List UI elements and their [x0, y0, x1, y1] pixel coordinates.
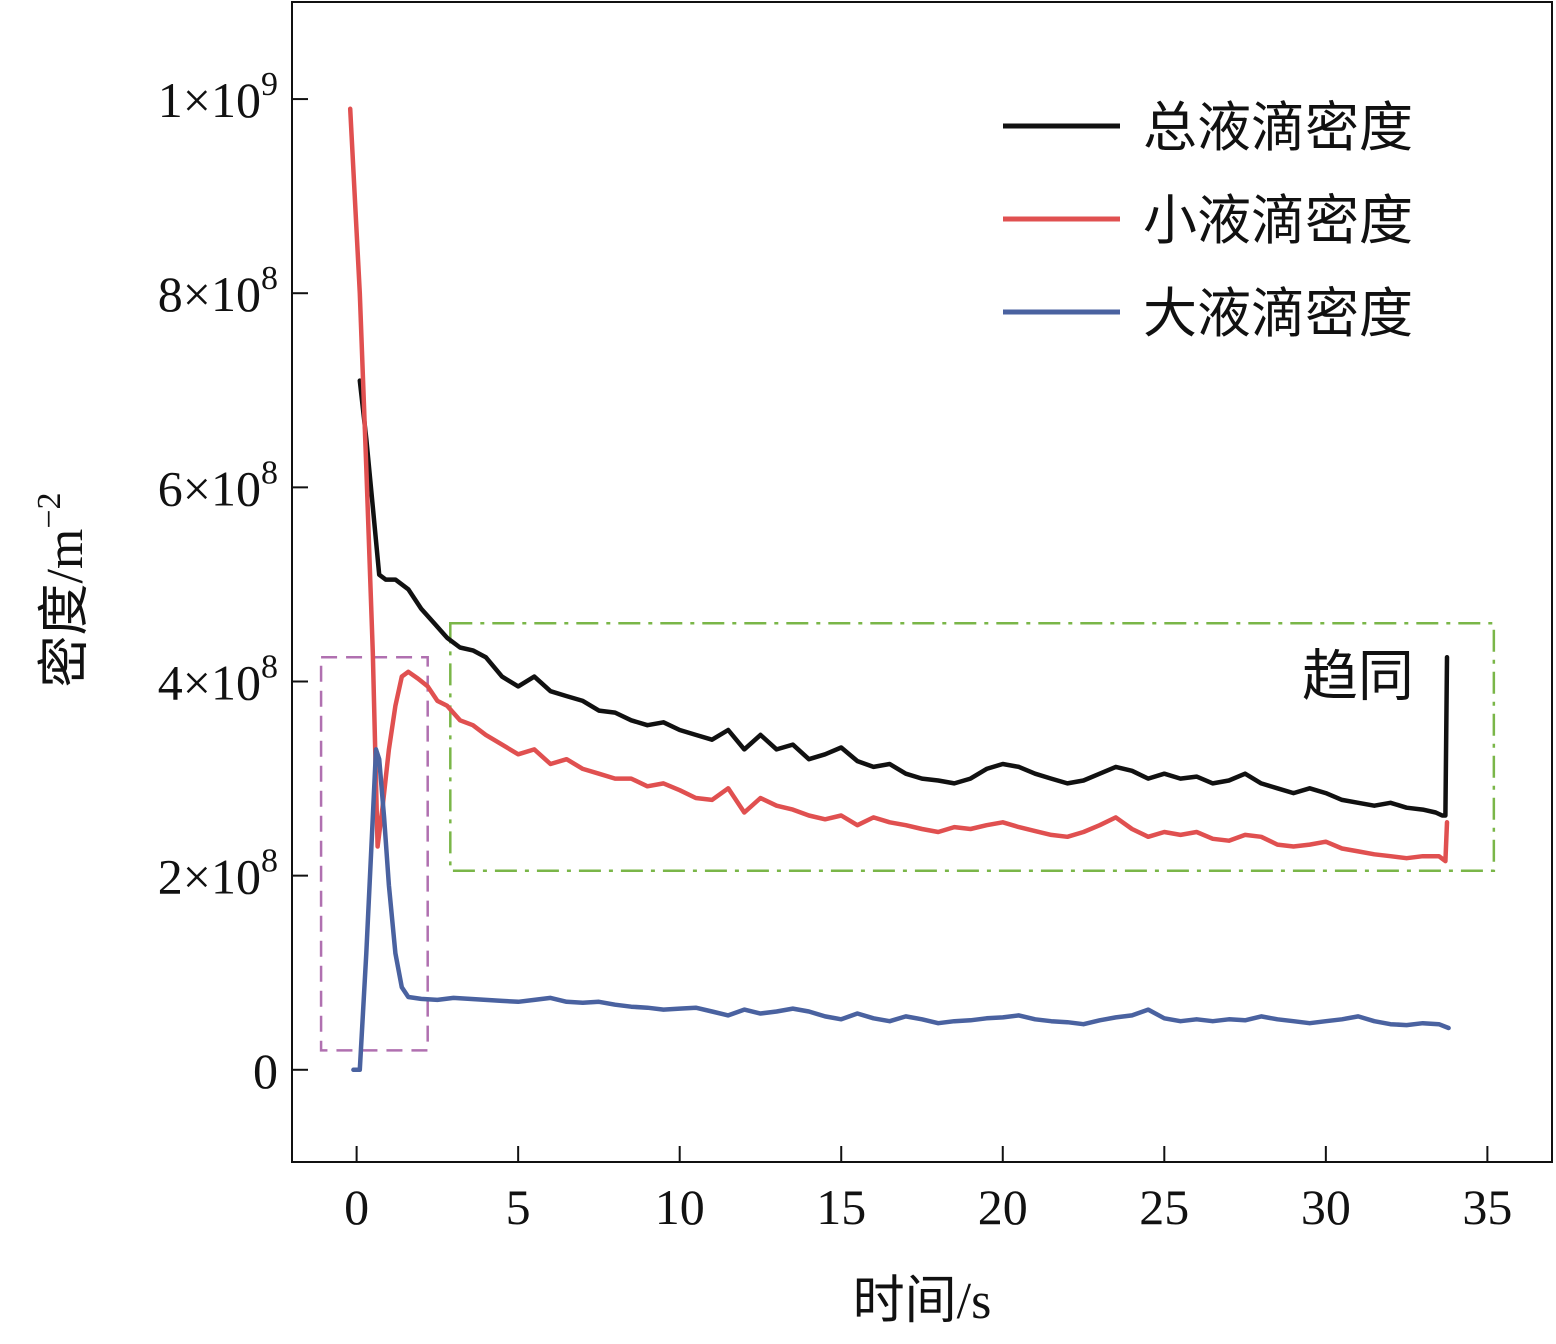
series-line-2 [351, 747, 1451, 1073]
series-line-0 [357, 378, 1450, 818]
y-tick-exponent-5: 9 [261, 66, 278, 103]
y-tick-mantissa-2: 4×10 [158, 654, 261, 710]
y-tick-exponent-3: 8 [261, 454, 278, 491]
annotation-label-1: 趋同 [1302, 646, 1414, 708]
annotation-box-1 [449, 622, 1496, 873]
y-tick-mantissa-1: 2×10 [158, 849, 261, 905]
plot-frame [291, 1, 1553, 1163]
y-tick-label-5: 1×109 [158, 66, 278, 128]
y-tick-mantissa-3: 6×10 [158, 460, 261, 516]
y-tick-label-1: 2×108 [158, 843, 278, 905]
y-tick-mantissa-4: 8×10 [158, 266, 261, 322]
y-tick-label-4: 8×108 [158, 260, 278, 322]
y-tick-label-2: 4×108 [158, 648, 278, 710]
series-layer [347, 106, 1451, 1073]
y-tick-mantissa-0: 0 [253, 1043, 278, 1099]
y-tick-exponent-4: 8 [261, 260, 278, 297]
x-tick-label-7: 35 [1462, 1179, 1512, 1235]
y-axis-title: 密度/m−2 [31, 492, 94, 687]
y-tick-exponent-2: 8 [261, 648, 278, 685]
legend-label-0: 总液滴密度 [1143, 98, 1413, 158]
x-tick-label-2: 10 [655, 1179, 705, 1235]
series-line-1 [347, 106, 1450, 864]
y-tick-label-0: 0 [253, 1043, 278, 1099]
x-tick-label-0: 0 [344, 1179, 369, 1235]
annotations-layer: 趋同 [319, 622, 1496, 1052]
x-tick-label-1: 5 [506, 1179, 531, 1235]
x-tick-label-6: 30 [1301, 1179, 1351, 1235]
legend-label-2: 大液滴密度 [1143, 284, 1413, 344]
y-tick-mantissa-5: 1×10 [158, 72, 261, 128]
y-axis-title-base: 密度/m [37, 529, 94, 688]
y-tick-exponent-1: 8 [261, 843, 278, 880]
x-tick-label-5: 25 [1139, 1179, 1189, 1235]
x-tick-label-4: 20 [978, 1179, 1028, 1235]
y-tick-label-3: 6×108 [158, 454, 278, 516]
legend-label-1: 小液滴密度 [1143, 191, 1413, 251]
y-axis-title-exponent: −2 [31, 492, 68, 528]
x-tick-label-3: 15 [816, 1179, 866, 1235]
x-axis-title: 时间/s [853, 1273, 992, 1330]
